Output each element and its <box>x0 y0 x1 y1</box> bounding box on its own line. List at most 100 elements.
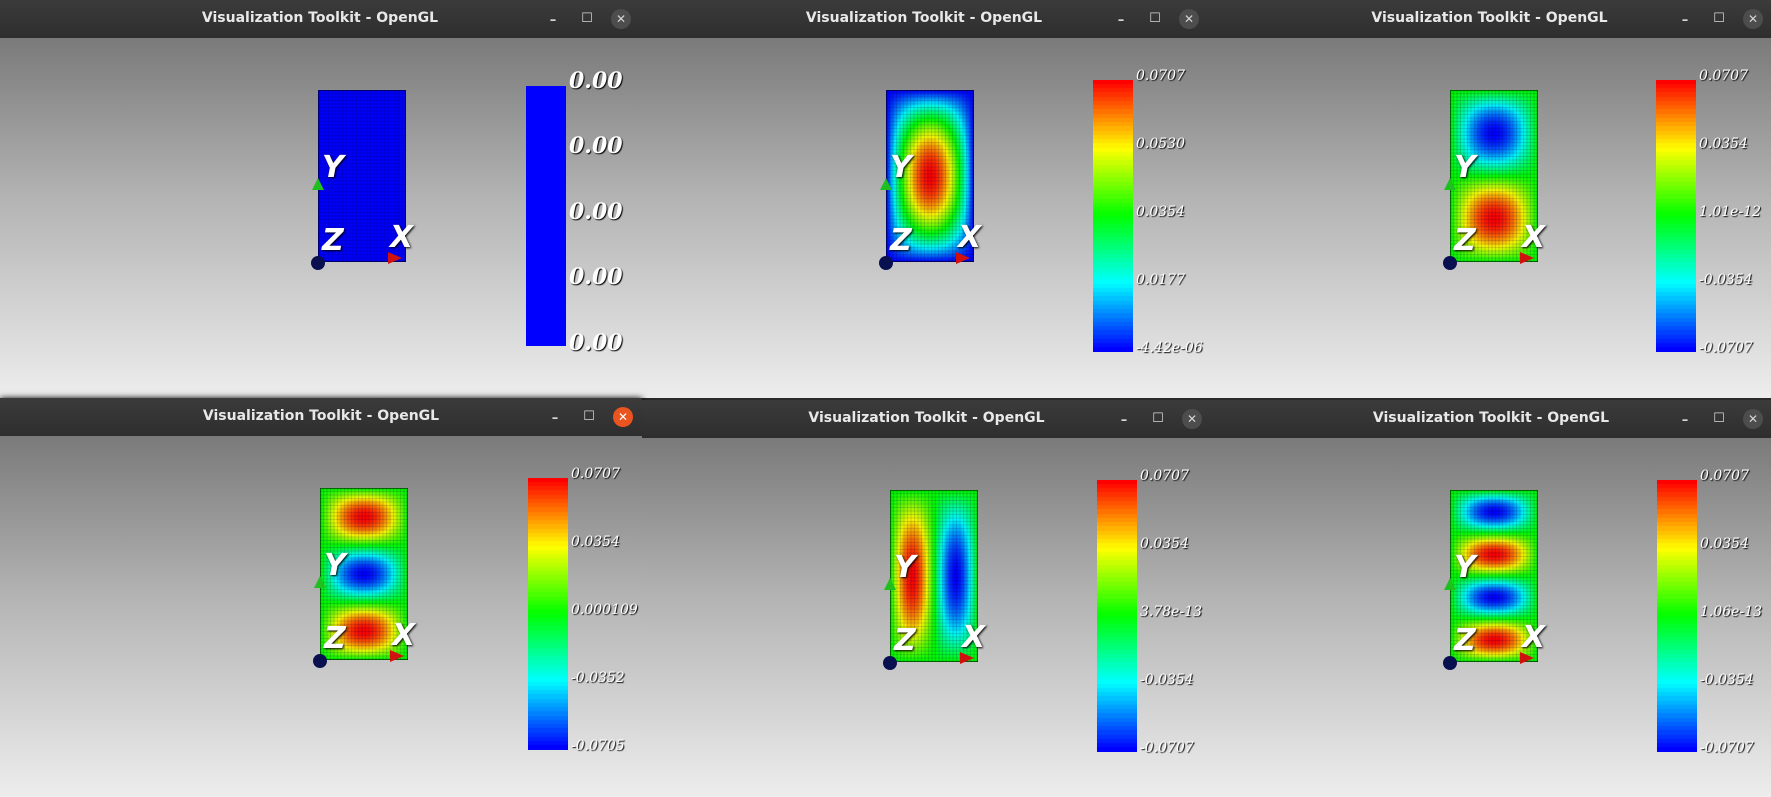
maximize-button[interactable]: ☐ <box>583 409 595 424</box>
colorbar-label-1: 0.0707 <box>1140 468 1189 484</box>
color-bar <box>1657 480 1697 752</box>
vtk-window-3[interactable]: Visualization Toolkit - OpenGL – ☐ ✕ Y Z… <box>1208 0 1771 398</box>
colorbar-label-3: 1.06e-13 <box>1700 604 1763 620</box>
z-axis-label: Z <box>322 223 344 258</box>
axes-origin-marker <box>879 256 893 270</box>
colorbar-label-3: 3.78e-13 <box>1140 604 1203 620</box>
render-viewport[interactable]: Y Z X 0.0707 0.0354 1.01e-12 -0.0354 -0.… <box>1208 38 1771 398</box>
colorbar-label-4: 0.0177 <box>1136 272 1185 288</box>
color-bar <box>1656 80 1696 352</box>
colorbar-label-5: -0.0707 <box>1140 740 1194 756</box>
maximize-button[interactable]: ☐ <box>581 11 593 26</box>
mesh-plot <box>886 90 974 262</box>
y-axis-arrow <box>884 578 896 590</box>
y-axis-label: Y <box>894 550 916 585</box>
vtk-window-1[interactable]: Visualization Toolkit - OpenGL – ☐ ✕ Y Z… <box>0 0 640 398</box>
colorbar-label-1: 0.0707 <box>571 466 620 482</box>
y-axis-arrow <box>1444 178 1456 190</box>
render-viewport[interactable]: Y Z X 0.00 0.00 0.00 0.00 0.00 <box>0 38 640 398</box>
render-viewport[interactable]: Y Z X 0.0707 0.0530 0.0354 0.0177 -4.42e… <box>640 38 1208 398</box>
colorbar-label-5: -0.0705 <box>571 738 625 754</box>
colorbar-label-1: 0.0707 <box>1699 68 1748 84</box>
colorbar-label-2: 0.0354 <box>1699 136 1748 152</box>
colorbar-label-1: 0.0707 <box>1136 68 1185 84</box>
x-axis-label: X <box>1522 220 1546 255</box>
minimize-button[interactable]: – <box>1117 13 1125 28</box>
colorbar-label-2: 0.0354 <box>571 534 620 550</box>
close-button[interactable]: ✕ <box>1743 9 1763 29</box>
y-axis-label: Y <box>890 150 912 185</box>
x-axis-label: X <box>962 620 986 655</box>
x-axis-arrow <box>956 252 970 264</box>
title-bar[interactable]: Visualization Toolkit - OpenGL – ☐ ✕ <box>1208 0 1771 38</box>
maximize-button[interactable]: ☐ <box>1713 11 1725 26</box>
window-title: Visualization Toolkit - OpenGL <box>1372 410 1610 426</box>
color-bar <box>526 86 566 346</box>
x-axis-arrow <box>1520 652 1534 664</box>
y-axis-arrow <box>314 576 326 588</box>
window-title: Visualization Toolkit - OpenGL <box>808 410 1045 426</box>
vtk-window-4[interactable]: Visualization Toolkit - OpenGL – ☐ ✕ Y Z… <box>0 398 642 797</box>
x-axis-label: X <box>390 220 414 255</box>
render-viewport[interactable]: Y Z X 0.0707 0.0354 3.78e-13 -0.0354 -0.… <box>642 438 1211 797</box>
minimize-button[interactable]: – <box>549 13 557 28</box>
colorbar-label-2: 0.00 <box>569 133 623 159</box>
axes-origin-marker <box>883 656 897 670</box>
x-axis-label: X <box>1522 620 1546 655</box>
y-axis-label: Y <box>1454 150 1476 185</box>
colorbar-label-4: -0.0354 <box>1700 672 1754 688</box>
z-axis-label: Z <box>324 621 346 656</box>
window-title: Visualization Toolkit - OpenGL <box>201 10 439 26</box>
z-axis-label: Z <box>894 623 916 658</box>
title-bar[interactable]: Visualization Toolkit - OpenGL – ☐ ✕ <box>0 0 640 38</box>
minimize-button[interactable]: – <box>1120 413 1128 428</box>
vtk-window-5[interactable]: Visualization Toolkit - OpenGL – ☐ ✕ Y Z… <box>642 400 1211 797</box>
color-bar <box>528 478 568 750</box>
colorbar-label-2: 0.0354 <box>1700 536 1749 552</box>
title-bar[interactable]: Visualization Toolkit - OpenGL – ☐ ✕ <box>1211 400 1771 438</box>
close-button[interactable]: ✕ <box>611 9 631 29</box>
render-viewport[interactable]: Y Z X 0.0707 0.0354 0.000109 -0.0352 -0.… <box>0 436 642 797</box>
colorbar-label-1: 0.00 <box>569 68 623 94</box>
colorbar-label-3: 0.000109 <box>571 602 638 618</box>
color-bar <box>1097 480 1137 752</box>
close-button[interactable]: ✕ <box>1743 409 1763 429</box>
x-axis-label: X <box>958 220 982 255</box>
z-axis-label: Z <box>1454 623 1476 658</box>
title-bar[interactable]: Visualization Toolkit - OpenGL – ☐ ✕ <box>642 400 1211 438</box>
maximize-button[interactable]: ☐ <box>1149 11 1161 26</box>
axes-origin-marker <box>311 256 325 270</box>
axes-origin-marker <box>313 654 327 668</box>
minimize-button[interactable]: – <box>1681 413 1689 428</box>
y-axis-label: Y <box>1454 550 1476 585</box>
y-axis-arrow <box>312 178 324 190</box>
close-button[interactable]: ✕ <box>1179 9 1199 29</box>
y-axis-arrow <box>880 178 892 190</box>
colorbar-label-4: -0.0354 <box>1140 672 1194 688</box>
colorbar-label-5: -0.0707 <box>1700 740 1754 756</box>
z-axis-label: Z <box>1454 223 1476 258</box>
x-axis-arrow <box>960 652 974 664</box>
colorbar-label-2: 0.0354 <box>1140 536 1189 552</box>
close-button[interactable]: ✕ <box>613 407 633 427</box>
vtk-window-6[interactable]: Visualization Toolkit - OpenGL – ☐ ✕ Y Z… <box>1211 400 1771 797</box>
window-title: Visualization Toolkit - OpenGL <box>1371 10 1608 26</box>
mesh-plot <box>320 488 408 660</box>
close-button[interactable]: ✕ <box>1182 409 1202 429</box>
colorbar-label-3: 1.01e-12 <box>1699 204 1762 220</box>
color-bar <box>1093 80 1133 352</box>
title-bar[interactable]: Visualization Toolkit - OpenGL – ☐ ✕ <box>0 398 642 436</box>
vtk-window-2[interactable]: Visualization Toolkit - OpenGL – ☐ ✕ Y Z… <box>640 0 1208 398</box>
colorbar-label-3: 0.0354 <box>1136 204 1185 220</box>
maximize-button[interactable]: ☐ <box>1152 411 1164 426</box>
render-viewport[interactable]: Y Z X 0.0707 0.0354 1.06e-13 -0.0354 -0.… <box>1211 438 1771 797</box>
maximize-button[interactable]: ☐ <box>1713 411 1725 426</box>
y-axis-label: Y <box>322 150 344 185</box>
window-title: Visualization Toolkit - OpenGL <box>805 10 1043 26</box>
minimize-button[interactable]: – <box>1681 13 1689 28</box>
title-bar[interactable]: Visualization Toolkit - OpenGL – ☐ ✕ <box>640 0 1208 38</box>
axes-origin-marker <box>1443 256 1457 270</box>
colorbar-label-3: 0.00 <box>569 199 623 225</box>
minimize-button[interactable]: – <box>551 411 559 426</box>
colorbar-label-2: 0.0530 <box>1136 136 1185 152</box>
